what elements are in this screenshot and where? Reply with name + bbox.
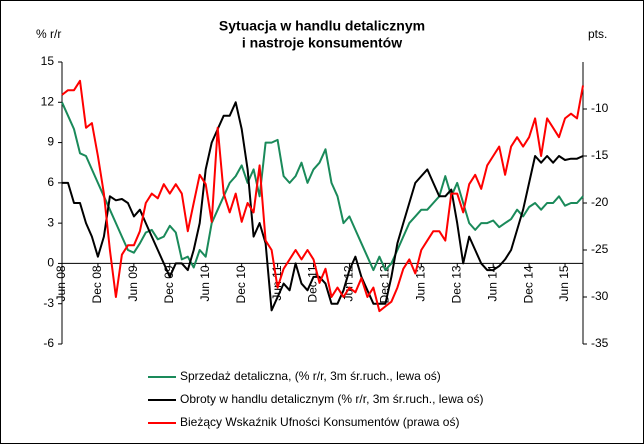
x-tick-label: Jun 14 xyxy=(485,265,499,301)
y2-tick-label: -10 xyxy=(591,101,609,115)
series-line xyxy=(61,79,584,313)
x-tick-label: Dec 10 xyxy=(234,265,248,303)
x-tick-label: Dec 09 xyxy=(162,265,176,303)
y-tick-label: 15 xyxy=(41,54,55,68)
chart-title: i nastroje konsumentów xyxy=(242,35,402,51)
y-tick-label: 3 xyxy=(47,215,54,229)
x-tick-label: Dec 11 xyxy=(306,265,320,302)
y-tick-label: -6 xyxy=(43,336,54,350)
x-tick-label: Jun 08 xyxy=(54,265,68,301)
y2-tick-label: -20 xyxy=(591,195,609,209)
y2-tick-label: -15 xyxy=(591,148,609,162)
x-tick-label: Dec 13 xyxy=(449,265,463,303)
y2-tick-label: -30 xyxy=(591,289,609,303)
y-tick-label: 6 xyxy=(47,175,54,189)
chart-title: Sytuacja w handlu detalicznym xyxy=(219,18,425,34)
x-tick-label: Jun 09 xyxy=(126,265,140,301)
x-tick-label: Jun 12 xyxy=(342,265,356,301)
y-axis-label: % r/r xyxy=(36,27,61,41)
x-tick-label: Dec 08 xyxy=(90,265,104,303)
y-tick-label: 9 xyxy=(47,135,54,149)
x-tick-label: Dec 14 xyxy=(521,265,535,303)
x-tick-label: Jun 10 xyxy=(198,265,212,301)
y-tick-label: 12 xyxy=(41,94,55,108)
y-tick-label: 0 xyxy=(47,256,54,270)
x-tick-label: Jun 13 xyxy=(413,265,427,301)
y2-tick-label: -25 xyxy=(591,242,609,256)
x-tick-label: Jun 15 xyxy=(557,265,571,301)
legend-label: Obroty w handlu detalicznym (% r/r, 3m ś… xyxy=(180,392,483,406)
series-line xyxy=(62,101,584,312)
y-tick-label: -3 xyxy=(43,296,54,310)
y2-tick-label: -35 xyxy=(591,336,609,350)
y2-axis-label: pts. xyxy=(588,27,607,41)
legend-label: Bieżący Wskaźnik Ufności Konsumentów (pr… xyxy=(180,415,459,429)
legend-label: Sprzedaż detaliczna, (% r/r, 3m śr.ruch.… xyxy=(180,369,441,383)
